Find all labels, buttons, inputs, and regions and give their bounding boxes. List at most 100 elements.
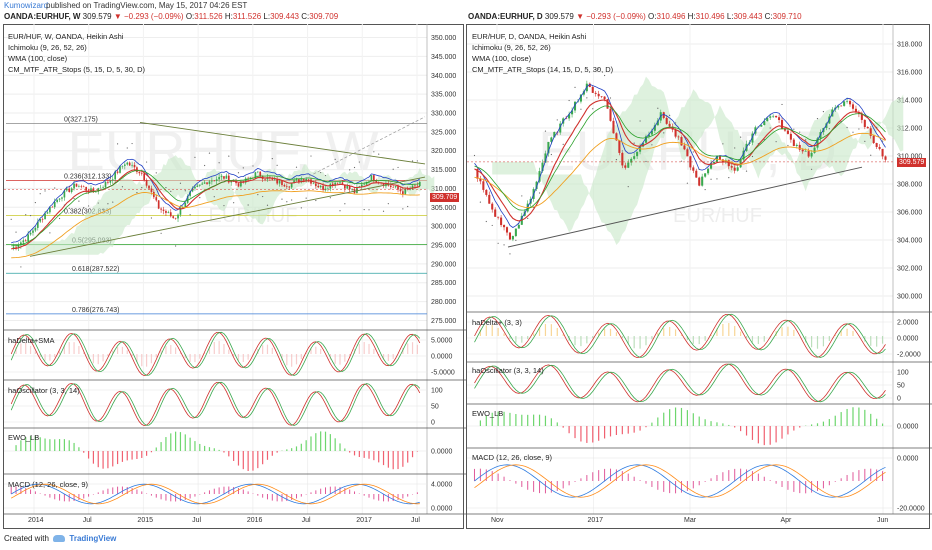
- left-candle-16: [49, 206, 51, 213]
- left-delta-bar-50: [131, 354, 133, 357]
- left-ewo-bar-114: [286, 449, 288, 451]
- right-candle-4: [485, 189, 488, 195]
- left-ewo-bar-124: [310, 436, 312, 451]
- left-ewo-bar-160: [397, 451, 399, 470]
- right-macd-hist-22: [539, 481, 541, 494]
- left-stop-dot-114: [286, 201, 288, 203]
- left-candle-39: [104, 181, 107, 188]
- right-candle-69: [677, 136, 680, 138]
- left-candle-162: [402, 191, 404, 195]
- right-stop-dot-70: [680, 160, 683, 162]
- right-candle-24: [544, 153, 547, 163]
- right-candle-129: [854, 108, 857, 113]
- left-macd-hist-152: [378, 494, 380, 501]
- left-candle-34: [92, 188, 95, 193]
- left-pane-tick-0-0: 5.0000: [431, 338, 453, 345]
- right-delta-bar-50: [621, 336, 623, 339]
- left-candle-10: [34, 227, 37, 231]
- left-delta-bar-98: [247, 354, 249, 360]
- left-candle-119: [298, 179, 300, 183]
- left-delta-bar-58: [150, 354, 153, 364]
- left-macd-hist-60: [155, 494, 157, 498]
- left-price-tag: 309.709: [430, 193, 460, 202]
- left-macd-hist-36: [97, 492, 99, 494]
- left-candle-89: [225, 175, 228, 179]
- right-macd-hist-4: [485, 469, 487, 481]
- right-stop-dot-28: [556, 119, 558, 121]
- left-stop-dot-168: [416, 160, 418, 162]
- left-delta-bar-16: [49, 354, 51, 361]
- right-candle-13: [511, 236, 514, 240]
- right-delta-bar-42: [598, 332, 600, 336]
- left-ewo-bar-82: [208, 447, 211, 451]
- left-delta-bar-106: [266, 344, 269, 354]
- right-ewo-bar-26: [550, 418, 552, 426]
- left-symbol[interactable]: OANDA:EURHUF, W: [4, 12, 81, 21]
- left-delta-bar-88: [223, 343, 225, 354]
- right-ewo-bar-14: [515, 414, 517, 426]
- left-ewo-bar-4: [20, 440, 22, 451]
- right-stop-dot-128: [852, 131, 854, 133]
- left-candle-157: [389, 185, 392, 188]
- right-delta-bar-118: [822, 336, 825, 347]
- left-macd-hist-126: [315, 490, 317, 494]
- right-candle-51: [624, 165, 627, 168]
- left-candle-75: [191, 188, 194, 192]
- right-candle-50: [621, 152, 624, 166]
- left-ewo-bar-12: [39, 437, 41, 451]
- left-delta-bar-156: [387, 354, 389, 362]
- right-macd-line: [474, 464, 886, 498]
- right-macd-hist-86: [728, 470, 730, 481]
- left-stop-dot-60: [155, 172, 157, 174]
- left-ewo-bar-42: [112, 451, 114, 467]
- right-candle-94: [751, 133, 754, 143]
- right-pane-tick-1-2: 0: [897, 396, 901, 403]
- left-ewo-bar-58: [150, 451, 153, 453]
- left-candle-132: [329, 183, 332, 189]
- left-stop-dot-160: [397, 166, 399, 169]
- tradingview-link[interactable]: TradingView: [69, 534, 117, 543]
- left-candle-58: [150, 188, 153, 192]
- author-link[interactable]: Kumowizard: [4, 1, 49, 10]
- right-candle-108: [792, 139, 795, 146]
- left-ewo-bar-142: [353, 451, 356, 456]
- left-candle-121: [302, 179, 305, 181]
- left-candle-114: [285, 186, 288, 187]
- right-macd-hist-10: [503, 476, 505, 481]
- left-pane-tick-0-1: 0.0000: [431, 354, 453, 361]
- left-delta-bar-20: [58, 351, 61, 354]
- right-stop-dot-78: [704, 188, 706, 191]
- left-price-tick-10: 300.000: [431, 224, 456, 231]
- left-candle-27: [75, 183, 78, 187]
- right-stop-dot-24: [544, 130, 547, 132]
- created-with-text: Created with: [4, 534, 49, 543]
- left-delta-bar-76: [194, 354, 196, 363]
- right-ewo-bar-6: [491, 412, 493, 426]
- right-ewo-bar-98: [763, 426, 765, 446]
- left-stop-dot-104: [262, 195, 264, 198]
- right-ewo-bar-32: [568, 426, 570, 434]
- left-ewo-bar-6: [25, 437, 27, 451]
- left-candle-33: [90, 188, 92, 193]
- left-candle-158: [392, 187, 395, 188]
- left-chart-frame[interactable]: [3, 24, 464, 529]
- right-macd-hist-128: [852, 472, 854, 481]
- right-macd-hist-40: [592, 472, 594, 481]
- right-delta-bar-122: [834, 334, 836, 336]
- right-candle-111: [801, 149, 804, 152]
- left-price-tick-12: 290.000: [431, 261, 456, 268]
- right-symbol[interactable]: OANDA:EURHUF, D: [468, 12, 543, 21]
- left-last: 309.579: [82, 12, 112, 21]
- right-candle-112: [804, 151, 807, 152]
- right-candle-77: [701, 176, 704, 186]
- left-delta-bar-92: [233, 354, 235, 356]
- right-candle-61: [653, 125, 656, 131]
- right-stop-dot-52: [627, 186, 629, 188]
- right-price-tick-4: 310.000: [897, 154, 922, 161]
- right-delta-bar-138: [881, 336, 884, 344]
- right-candle-106: [786, 130, 789, 134]
- right-macd-hist-134: [870, 468, 872, 481]
- right-ewo-bar-24: [544, 415, 547, 426]
- left-ewo-bar-88: [223, 451, 225, 453]
